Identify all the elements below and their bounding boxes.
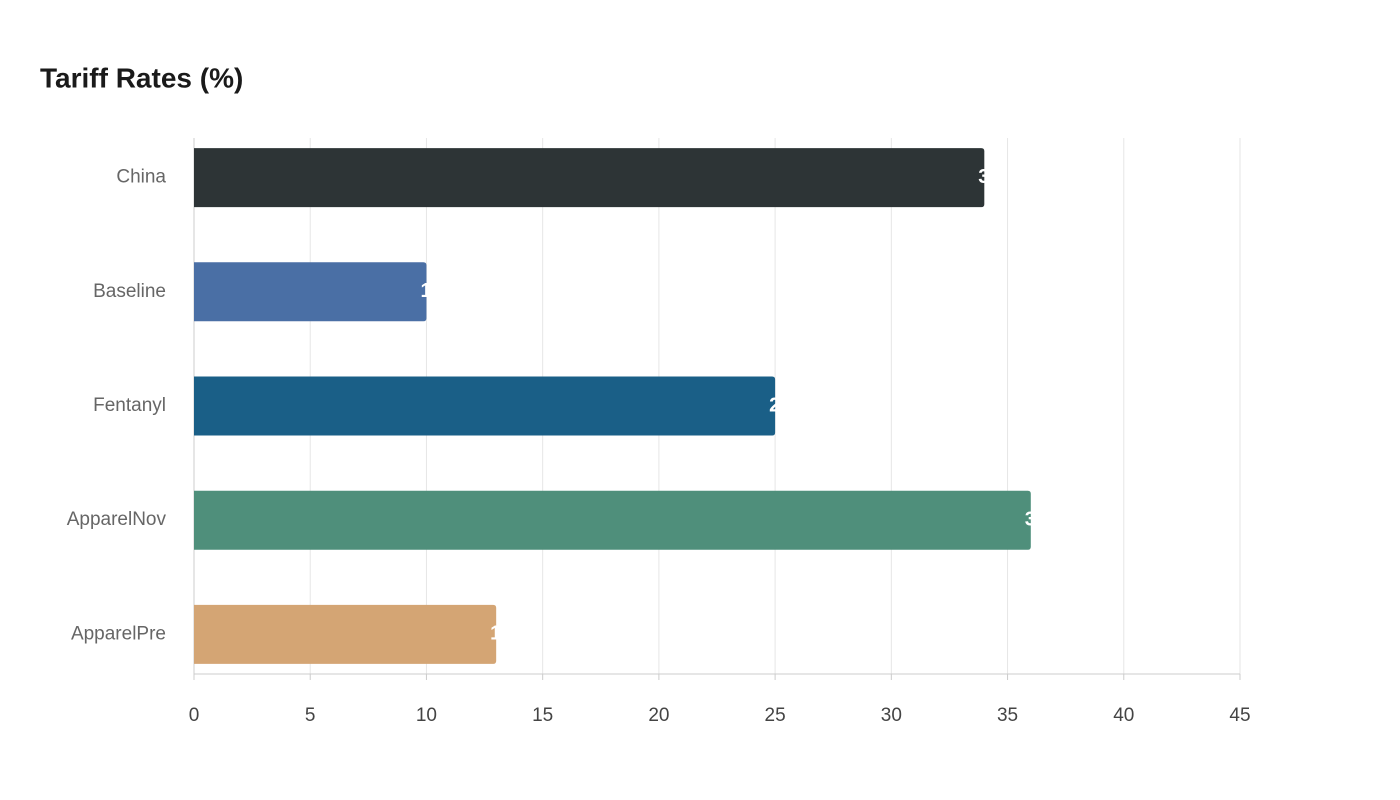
data-label: 13 [490,623,512,645]
data-label: 25 [769,394,791,416]
x-tick-label: 35 [997,705,1018,726]
y-tick-label: ApparelNov [67,509,167,530]
bar [194,262,427,322]
x-tick-label: 20 [648,705,669,726]
y-tick-label: ApparelPre [71,623,166,644]
y-tick-label: China [116,167,166,188]
data-label: 34 [978,166,1001,188]
x-tick-label: 0 [189,705,200,726]
bar [194,490,1031,550]
x-tick-label: 25 [765,705,786,726]
y-tick-label: Baseline [93,281,166,302]
x-tick-label: 40 [1113,705,1134,726]
data-label: 10 [420,280,442,302]
data-label: 36 [1025,508,1047,530]
chart-title: Tariff Rates (%) [40,62,243,93]
x-tick-label: 10 [416,705,437,726]
x-tick-label: 45 [1229,705,1250,726]
y-tick-label: Fentanyl [93,395,166,416]
x-tick-label: 30 [881,705,902,726]
x-tick-label: 15 [532,705,553,726]
bar [194,604,497,664]
x-tick-label: 5 [305,705,316,726]
bar [194,376,776,436]
bar [194,148,985,208]
